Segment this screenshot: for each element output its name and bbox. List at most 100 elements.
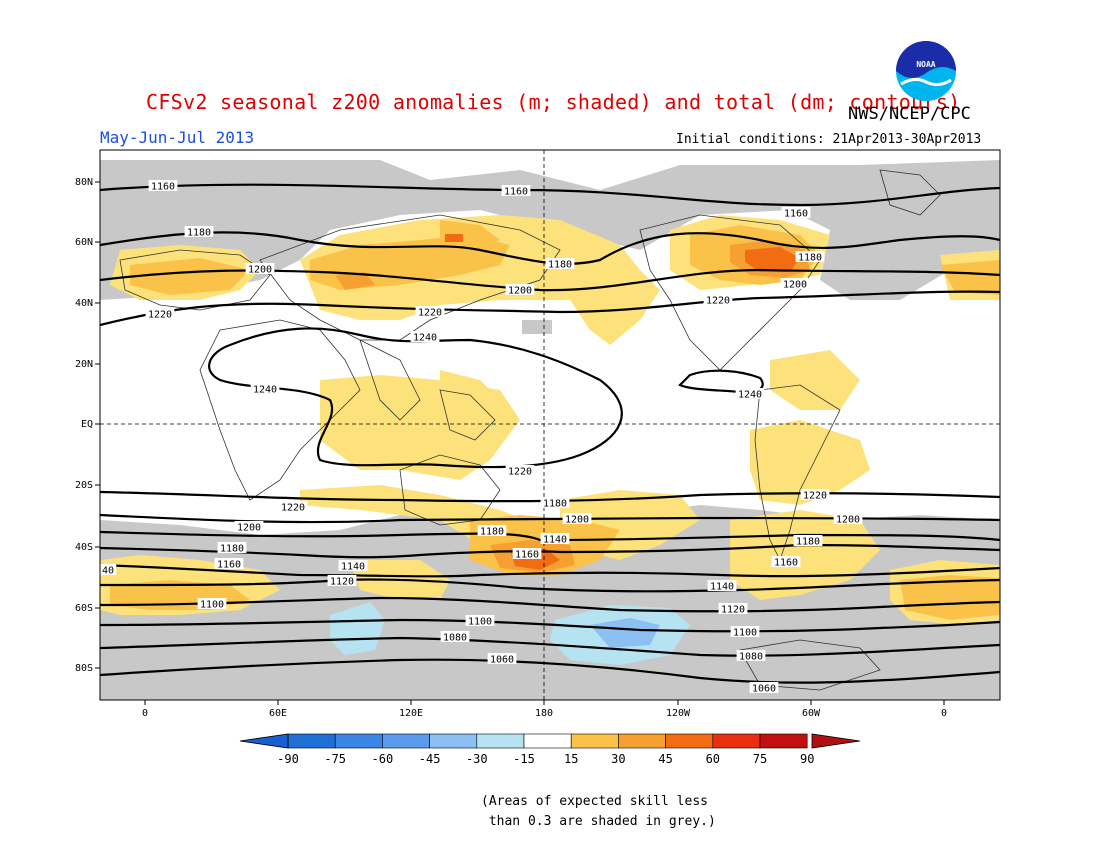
contour-label-bg (465, 615, 495, 626)
contour-label: 1240 (253, 385, 277, 396)
colorbar-tick-label: -30 (466, 752, 488, 766)
colorbar: -90 -75 -60 -45 -30 -15 15 30 45 60 75 90 (239, 733, 861, 766)
contour-label: 1200 (565, 515, 589, 526)
contour-label-bg (735, 388, 765, 399)
contour-label: 1140 (543, 535, 567, 546)
contour-label-bg (250, 383, 280, 394)
contour-label: 1100 (200, 600, 224, 611)
lat-label: 40N (75, 298, 93, 309)
contour-label: 1240 (413, 333, 437, 344)
contour-label: 1200 (836, 515, 860, 526)
skill-footnote: (Areas of expected skill less than 0.3 a… (481, 794, 716, 829)
contour-label-bg (833, 513, 863, 524)
map-plot-area: 1160 1160 1160 1180 1180 1180 1200 1200 1200 1220… (100, 150, 1000, 700)
contour-label-bg (780, 278, 810, 289)
colorbar-cell (334, 733, 383, 749)
contour-label: 1100 (468, 617, 492, 628)
colorbar-tick-label: -45 (419, 752, 441, 766)
noaa-logo: NOAA (896, 41, 956, 101)
lon-label: 60W (802, 708, 821, 719)
negative-anomalies (330, 602, 690, 665)
contour-label: 1100 (733, 628, 757, 639)
contour-label-bg (707, 580, 737, 591)
contour-label: 1220 (418, 308, 442, 319)
lat-label: 60N (75, 237, 93, 248)
colorbar-tick-label: 60 (706, 752, 720, 766)
contour-label: 1080 (739, 652, 763, 663)
contour-label: 1200 (508, 286, 532, 297)
lon-label: 60E (269, 708, 287, 719)
contour-label-bg (505, 284, 535, 295)
contour-label: 1180 (480, 527, 504, 538)
contour-label-bg (148, 180, 178, 191)
colorbar-tick-label: 30 (611, 752, 625, 766)
contour-label-bg (703, 294, 733, 305)
contour-label: 1160 (504, 187, 528, 198)
colorbar-low-arrow (239, 733, 289, 749)
contour-label: 1160 (774, 558, 798, 569)
contour-label-bg (477, 525, 507, 536)
contour-label-bg (214, 558, 244, 569)
map-frame (99, 149, 1001, 701)
lat-label: EQ (81, 419, 93, 430)
colorbar-tick-label: 15 (564, 752, 578, 766)
lat-label: 20S (75, 480, 93, 491)
lat-label: 40S (75, 542, 93, 553)
contour-label-bg (245, 263, 275, 274)
lon-label: 120W (666, 708, 691, 719)
contour-label-bg (736, 650, 766, 661)
contour-label: 1220 (148, 310, 172, 321)
contour-label: 1160 (151, 182, 175, 193)
contour-label-bg (501, 185, 531, 196)
contour-label-bg (327, 575, 357, 586)
contour-label: 1240 (738, 390, 762, 401)
colorbar-cell (287, 733, 336, 749)
contour-label: 1180 (548, 260, 572, 271)
contour-label-bg (562, 513, 592, 524)
colorbar-tick-label: 90 (800, 752, 814, 766)
contour-label: 1180 (798, 253, 822, 264)
contour-label-bg (487, 653, 517, 664)
latitude-axis: 80N 60N 40N 20N EQ 20S 40S 60S 80S (75, 177, 100, 674)
contour-label-bg (234, 521, 264, 532)
colorbar-cell (476, 733, 525, 749)
contour-label: 1160 (784, 209, 808, 220)
colorbar-cell (523, 733, 572, 749)
colorbar-tick-label: -60 (372, 752, 394, 766)
continent-outlines (119, 169, 941, 691)
contour-label: 1220 (803, 491, 827, 502)
colorbar-tick-label: -15 (513, 752, 535, 766)
contour-label-bg (730, 626, 760, 637)
contour-label: 1180 (187, 228, 211, 239)
lat-label: 20N (75, 359, 93, 370)
colorbar-tick-label: -75 (324, 752, 346, 766)
contour-label-bg (540, 533, 570, 544)
contour-label: 1060 (490, 655, 514, 666)
agency-label: NWS/NCEP/CPC (848, 104, 971, 124)
contour-label-bg (184, 226, 214, 237)
colorbar-cell (759, 733, 808, 749)
initial-conditions-label: Initial conditions: 21Apr2013-30Apr2013 (676, 132, 982, 147)
noaa-logo-text: NOAA (916, 60, 935, 69)
contour-label-bg (100, 564, 117, 575)
contour-label-bg (145, 308, 175, 319)
contour-label-bg (410, 331, 440, 342)
contour-label: 1220 (706, 296, 730, 307)
colorbar-tick-label: 75 (753, 752, 767, 766)
colorbar-cell (712, 733, 761, 749)
contour-label-bg (540, 497, 570, 508)
contour-label-bg (217, 542, 247, 553)
contour-label-bg (749, 682, 779, 693)
contour-label: 1140 (341, 562, 365, 573)
longitude-axis: 0 60E 120E 180 120W 60W 0 (142, 700, 947, 719)
contour-label: 1200 (783, 280, 807, 291)
contour-label: 1180 (543, 499, 567, 510)
contour-label-bg (545, 258, 575, 269)
colorbar-tick-label: -90 (277, 752, 299, 766)
season-label: May-Jun-Jul 2013 (100, 128, 255, 147)
lon-label: 180 (535, 708, 553, 719)
contour-label: 40 (102, 566, 114, 577)
contour-label: 1200 (248, 265, 272, 276)
contour-label-bg (440, 631, 470, 642)
